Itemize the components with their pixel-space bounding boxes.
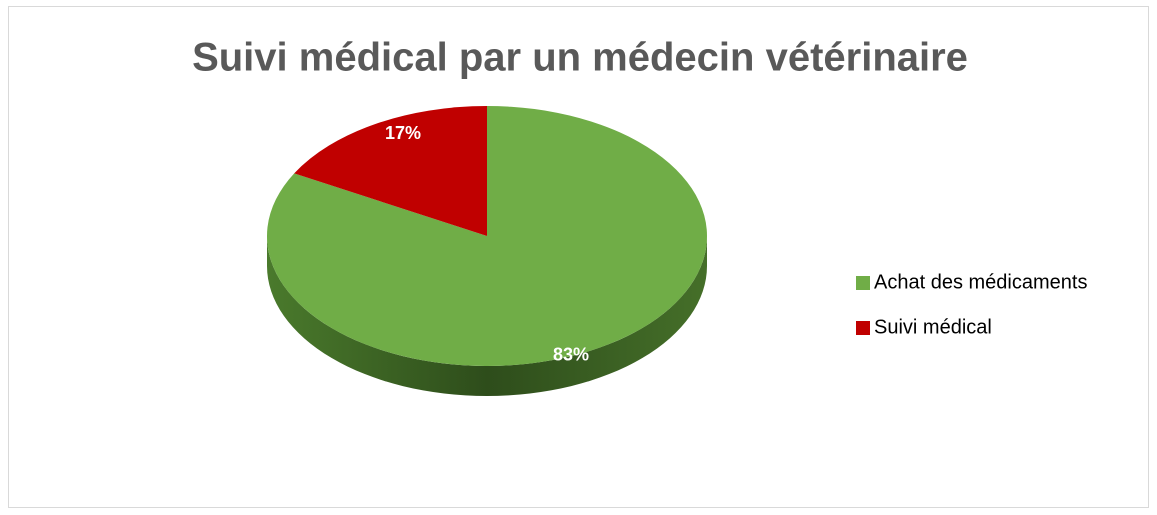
chart-title: Suivi médical par un médecin vétérinaire xyxy=(192,36,968,80)
legend-swatch xyxy=(856,321,870,335)
pie-slice xyxy=(294,106,487,236)
data-label: 83% xyxy=(553,344,589,364)
pie-side xyxy=(267,236,707,396)
data-label: 17% xyxy=(385,123,421,143)
legend-label: Achat des médicaments xyxy=(874,271,1087,293)
legend-swatch xyxy=(856,276,870,290)
legend-label: Suivi médical xyxy=(874,316,992,338)
